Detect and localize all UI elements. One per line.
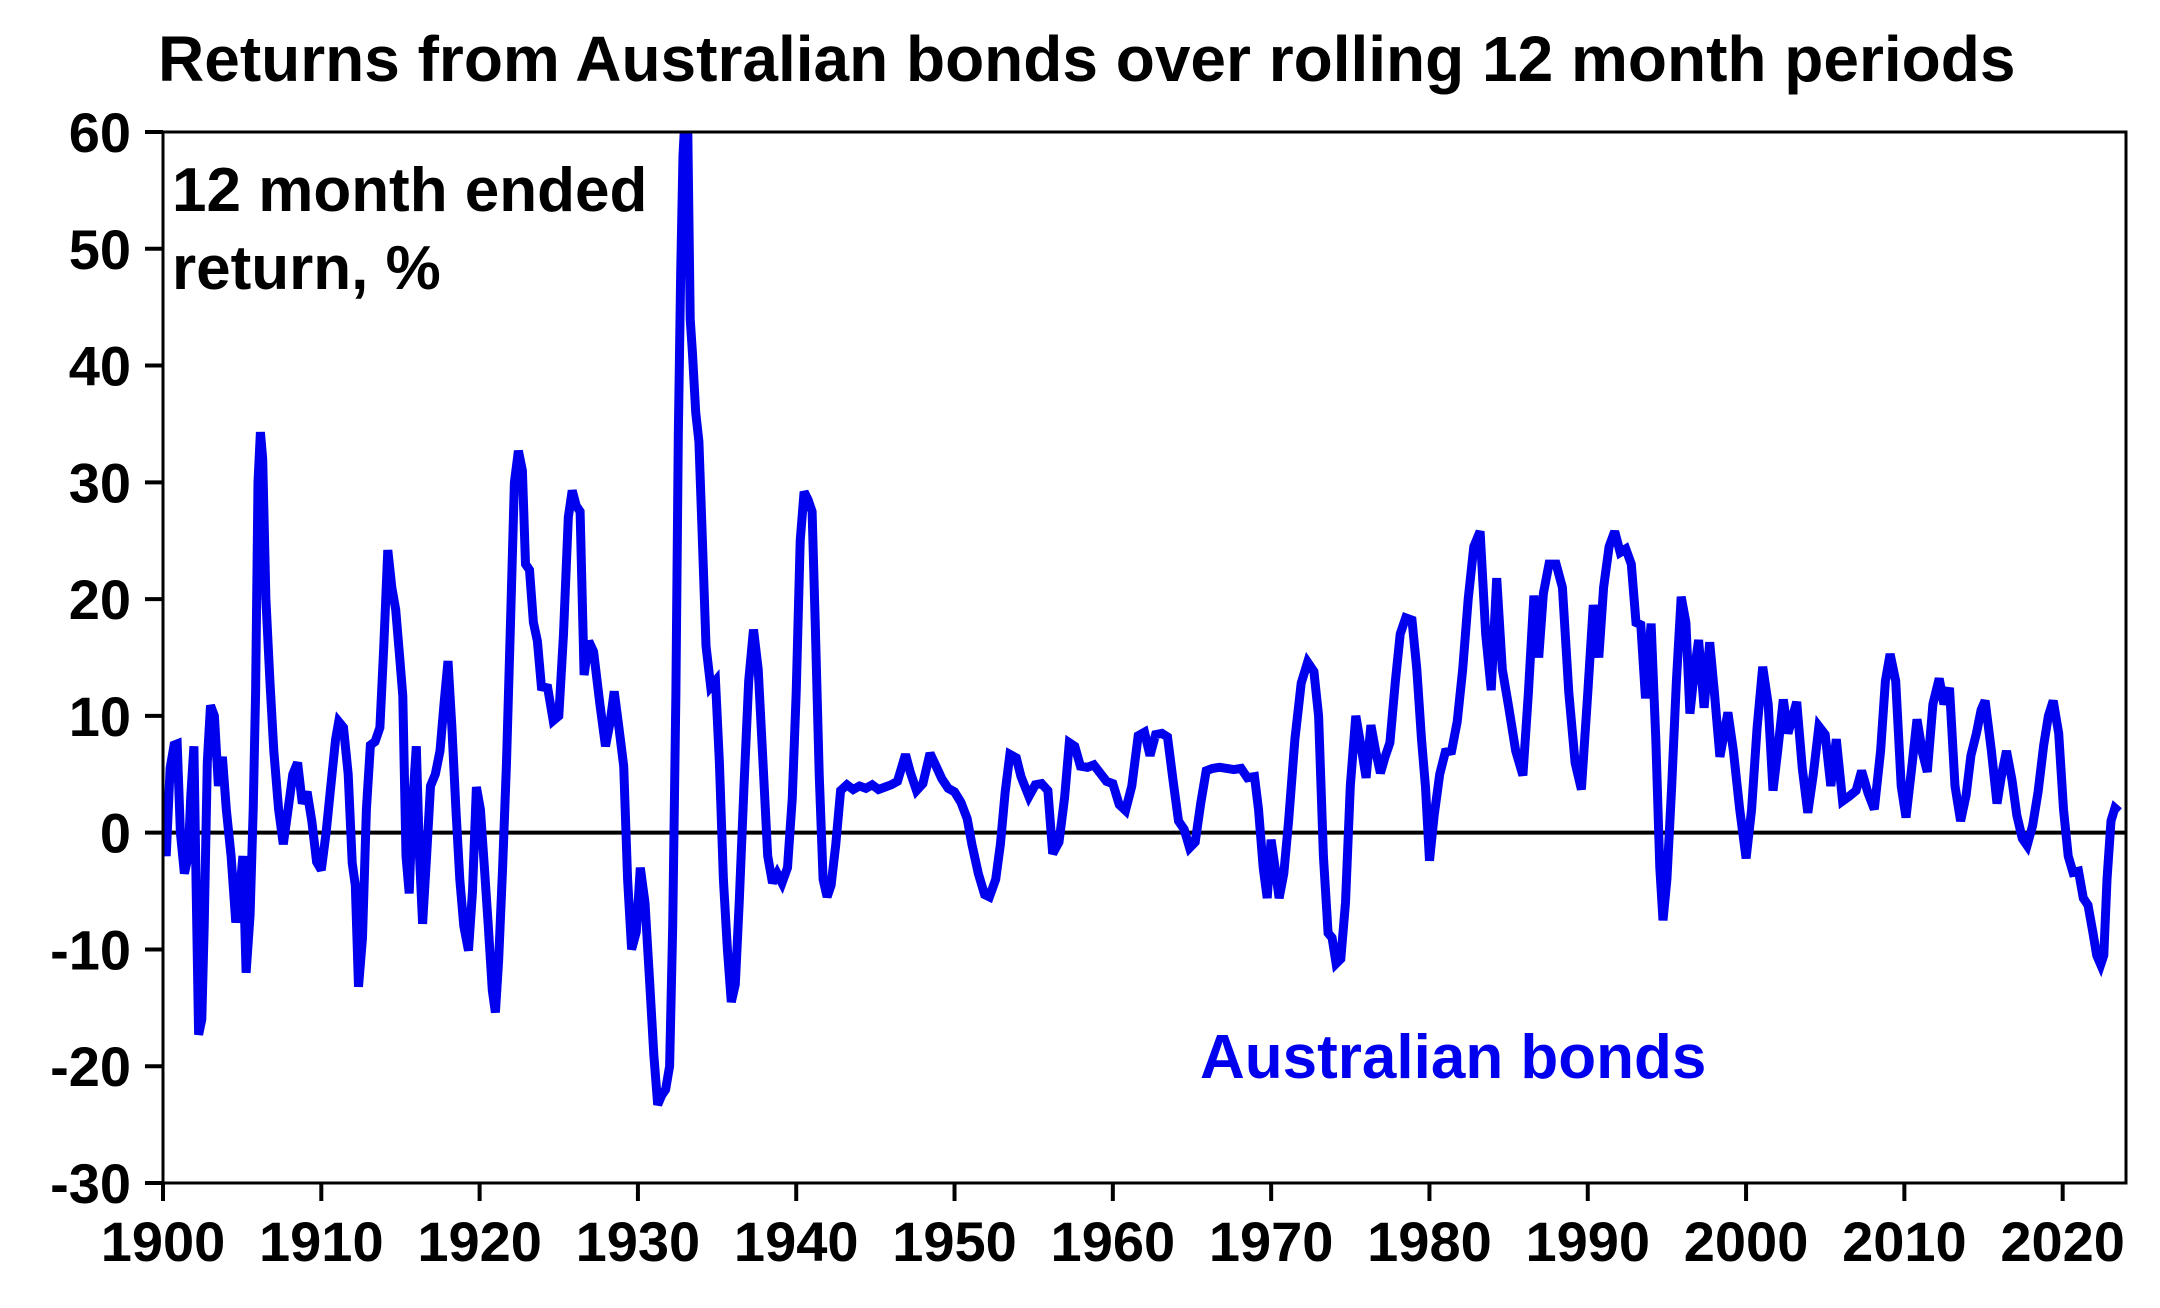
x-tick-label: 1930 xyxy=(576,1210,701,1273)
x-tick-label: 2020 xyxy=(2000,1210,2125,1273)
x-tick-label: 1940 xyxy=(734,1210,859,1273)
y-tick-label: 40 xyxy=(69,335,131,398)
y-axis-note-line2: return, % xyxy=(172,234,441,303)
y-tick-label: -30 xyxy=(50,1152,131,1215)
x-tick-label: 2010 xyxy=(1842,1210,1967,1273)
y-tick-label: 30 xyxy=(69,451,131,514)
y-tick-label: 60 xyxy=(69,101,131,164)
x-tick-label: 1980 xyxy=(1367,1210,1492,1273)
y-tick-label: 50 xyxy=(69,218,131,281)
series-label: Australian bonds xyxy=(1200,1023,1707,1092)
x-tick-label: 2000 xyxy=(1684,1210,1809,1273)
y-tick-label: -20 xyxy=(50,1035,131,1098)
x-tick-label: 1990 xyxy=(1525,1210,1650,1273)
plot-border xyxy=(161,130,2128,1185)
x-tick-label: 1970 xyxy=(1209,1210,1334,1273)
y-axis-note-line1: 12 month ended xyxy=(172,156,648,225)
y-axis-note: 12 month ended return, % xyxy=(172,152,647,308)
x-tick-label: 1920 xyxy=(417,1210,542,1273)
y-tick-label: 10 xyxy=(69,685,131,748)
y-tick-label: 0 xyxy=(100,802,131,865)
x-tick-label: 1900 xyxy=(101,1210,226,1273)
chart-title: Returns from Australian bonds over rolli… xyxy=(158,23,2016,95)
series-line-australian-bonds xyxy=(163,132,2122,1107)
x-tick-label: 1910 xyxy=(259,1210,384,1273)
x-tick-label: 1950 xyxy=(892,1210,1017,1273)
y-tick-label: 20 xyxy=(69,568,131,631)
y-tick-label: -10 xyxy=(50,918,131,981)
x-tick-label: 1960 xyxy=(1051,1210,1176,1273)
